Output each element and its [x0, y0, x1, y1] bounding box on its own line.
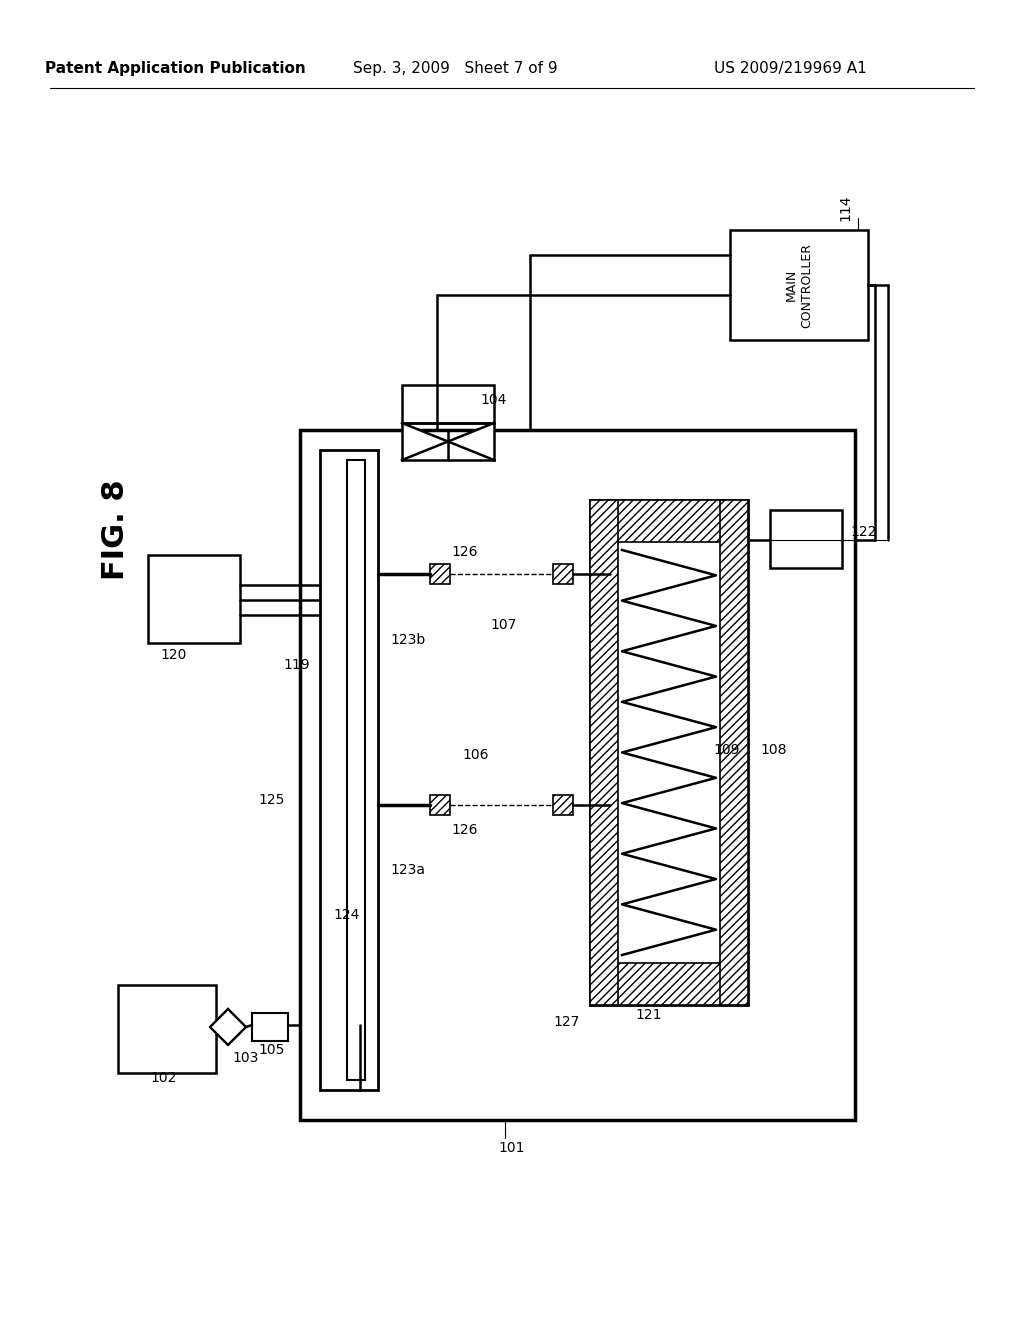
- Text: 109: 109: [714, 743, 740, 756]
- Text: 104: 104: [480, 393, 507, 407]
- Bar: [590, 964, 748, 1005]
- Polygon shape: [210, 1008, 246, 1045]
- Text: 125: 125: [259, 793, 285, 807]
- Text: 127: 127: [554, 1015, 580, 1030]
- Text: MAIN
CONTROLLER: MAIN CONTROLLER: [785, 243, 813, 327]
- Polygon shape: [402, 422, 449, 459]
- Bar: [118, 985, 216, 1073]
- Text: 103: 103: [232, 1051, 258, 1065]
- Text: Patent Application Publication: Patent Application Publication: [45, 61, 305, 75]
- Text: 107: 107: [490, 618, 516, 632]
- Bar: [319, 450, 378, 1090]
- Bar: [730, 230, 868, 341]
- Text: 126: 126: [452, 545, 478, 558]
- Text: US 2009/219969 A1: US 2009/219969 A1: [714, 61, 866, 75]
- Bar: [770, 510, 842, 568]
- Bar: [300, 430, 855, 1119]
- Bar: [148, 554, 240, 643]
- Bar: [347, 459, 365, 1080]
- Text: 121: 121: [635, 1008, 662, 1022]
- Text: 106: 106: [462, 748, 488, 762]
- Text: 126: 126: [452, 822, 478, 837]
- Bar: [590, 500, 618, 1005]
- Text: 124: 124: [334, 908, 360, 921]
- Text: 114: 114: [838, 195, 852, 222]
- Bar: [590, 500, 748, 1005]
- Bar: [402, 385, 494, 422]
- Bar: [590, 500, 748, 543]
- Bar: [430, 795, 450, 814]
- Text: 123b: 123b: [390, 634, 425, 647]
- Text: Sep. 3, 2009   Sheet 7 of 9: Sep. 3, 2009 Sheet 7 of 9: [352, 61, 557, 75]
- Text: 123a: 123a: [390, 863, 425, 876]
- Text: 119: 119: [284, 657, 310, 672]
- Bar: [553, 564, 573, 583]
- Bar: [720, 500, 748, 1005]
- Text: 102: 102: [150, 1071, 176, 1085]
- Text: 108: 108: [760, 743, 786, 756]
- Text: 101: 101: [499, 1140, 525, 1155]
- Text: 120: 120: [160, 648, 186, 663]
- Text: 105: 105: [258, 1043, 285, 1057]
- Bar: [252, 1012, 288, 1041]
- Bar: [430, 564, 450, 583]
- Text: FIG. 8: FIG. 8: [100, 479, 129, 581]
- Bar: [553, 795, 573, 814]
- Polygon shape: [449, 422, 494, 459]
- Text: 122: 122: [850, 525, 877, 539]
